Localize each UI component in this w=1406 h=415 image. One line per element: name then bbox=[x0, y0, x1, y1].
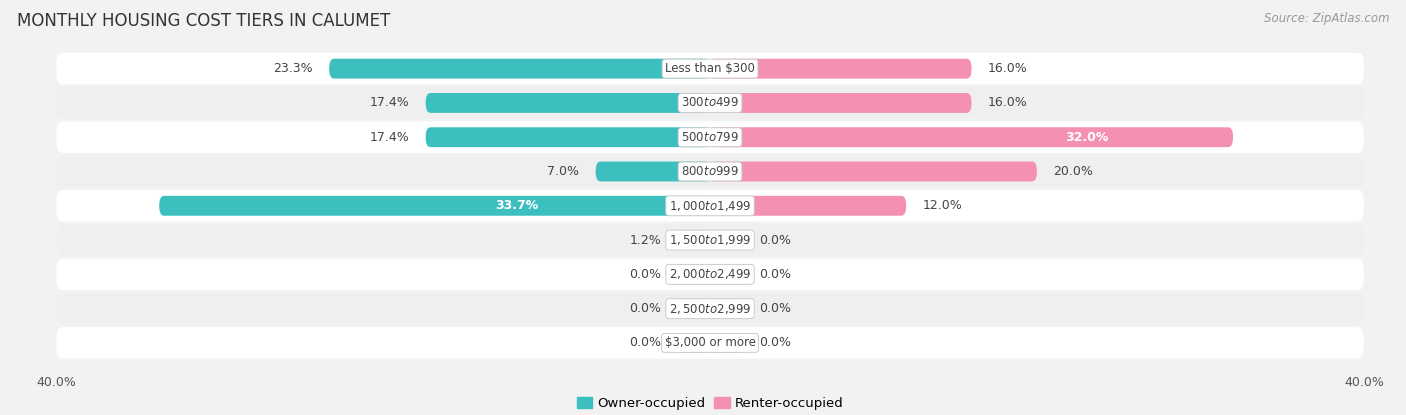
FancyBboxPatch shape bbox=[56, 87, 1364, 119]
FancyBboxPatch shape bbox=[710, 299, 742, 319]
Text: 16.0%: 16.0% bbox=[988, 96, 1028, 110]
FancyBboxPatch shape bbox=[56, 327, 1364, 359]
Text: 12.0%: 12.0% bbox=[922, 199, 962, 212]
FancyBboxPatch shape bbox=[56, 53, 1364, 84]
Text: $300 to $499: $300 to $499 bbox=[681, 96, 740, 110]
FancyBboxPatch shape bbox=[710, 196, 905, 216]
Text: 20.0%: 20.0% bbox=[1053, 165, 1092, 178]
Text: 32.0%: 32.0% bbox=[1064, 131, 1108, 144]
Text: 1.2%: 1.2% bbox=[630, 234, 661, 247]
Text: 17.4%: 17.4% bbox=[370, 96, 409, 110]
Text: 17.4%: 17.4% bbox=[370, 131, 409, 144]
FancyBboxPatch shape bbox=[710, 127, 1233, 147]
Text: 0.0%: 0.0% bbox=[759, 234, 792, 247]
FancyBboxPatch shape bbox=[56, 224, 1364, 256]
FancyBboxPatch shape bbox=[159, 196, 710, 216]
Text: 0.0%: 0.0% bbox=[628, 337, 661, 349]
FancyBboxPatch shape bbox=[710, 161, 1038, 181]
FancyBboxPatch shape bbox=[56, 156, 1364, 187]
Text: $2,500 to $2,999: $2,500 to $2,999 bbox=[669, 302, 751, 316]
Text: MONTHLY HOUSING COST TIERS IN CALUMET: MONTHLY HOUSING COST TIERS IN CALUMET bbox=[17, 12, 389, 30]
Text: 33.7%: 33.7% bbox=[496, 199, 538, 212]
FancyBboxPatch shape bbox=[710, 93, 972, 113]
FancyBboxPatch shape bbox=[56, 259, 1364, 290]
Text: $1,000 to $1,499: $1,000 to $1,499 bbox=[669, 199, 751, 213]
Text: $3,000 or more: $3,000 or more bbox=[665, 337, 755, 349]
Text: 0.0%: 0.0% bbox=[759, 268, 792, 281]
FancyBboxPatch shape bbox=[426, 93, 710, 113]
FancyBboxPatch shape bbox=[710, 333, 742, 353]
FancyBboxPatch shape bbox=[56, 190, 1364, 222]
Text: 0.0%: 0.0% bbox=[628, 302, 661, 315]
Text: $800 to $999: $800 to $999 bbox=[681, 165, 740, 178]
Text: $500 to $799: $500 to $799 bbox=[681, 131, 740, 144]
FancyBboxPatch shape bbox=[710, 230, 742, 250]
FancyBboxPatch shape bbox=[678, 264, 710, 284]
Text: 0.0%: 0.0% bbox=[628, 268, 661, 281]
FancyBboxPatch shape bbox=[678, 333, 710, 353]
Text: Less than $300: Less than $300 bbox=[665, 62, 755, 75]
Text: $1,500 to $1,999: $1,500 to $1,999 bbox=[669, 233, 751, 247]
FancyBboxPatch shape bbox=[678, 230, 710, 250]
FancyBboxPatch shape bbox=[56, 122, 1364, 153]
FancyBboxPatch shape bbox=[678, 299, 710, 319]
Text: Source: ZipAtlas.com: Source: ZipAtlas.com bbox=[1264, 12, 1389, 25]
FancyBboxPatch shape bbox=[426, 127, 710, 147]
Text: 23.3%: 23.3% bbox=[273, 62, 314, 75]
Text: 0.0%: 0.0% bbox=[759, 337, 792, 349]
Text: 16.0%: 16.0% bbox=[988, 62, 1028, 75]
FancyBboxPatch shape bbox=[710, 59, 972, 78]
Text: 0.0%: 0.0% bbox=[759, 302, 792, 315]
Text: 7.0%: 7.0% bbox=[547, 165, 579, 178]
Text: $2,000 to $2,499: $2,000 to $2,499 bbox=[669, 267, 751, 281]
FancyBboxPatch shape bbox=[596, 161, 710, 181]
FancyBboxPatch shape bbox=[329, 59, 710, 78]
FancyBboxPatch shape bbox=[710, 264, 742, 284]
FancyBboxPatch shape bbox=[56, 293, 1364, 325]
Legend: Owner-occupied, Renter-occupied: Owner-occupied, Renter-occupied bbox=[571, 392, 849, 415]
